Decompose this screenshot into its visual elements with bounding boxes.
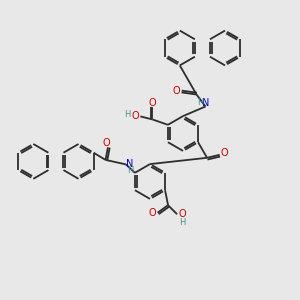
Text: N: N: [202, 98, 209, 108]
Text: O: O: [172, 86, 180, 96]
Text: O: O: [148, 98, 156, 108]
Text: O: O: [149, 208, 156, 218]
Text: H: H: [179, 218, 185, 227]
Text: O: O: [131, 111, 139, 122]
Text: H: H: [127, 167, 133, 176]
Text: H: H: [124, 110, 131, 119]
Text: N: N: [126, 159, 134, 170]
Text: O: O: [103, 138, 110, 148]
Text: O: O: [178, 209, 186, 219]
Text: H: H: [197, 98, 203, 107]
Text: O: O: [221, 148, 229, 158]
